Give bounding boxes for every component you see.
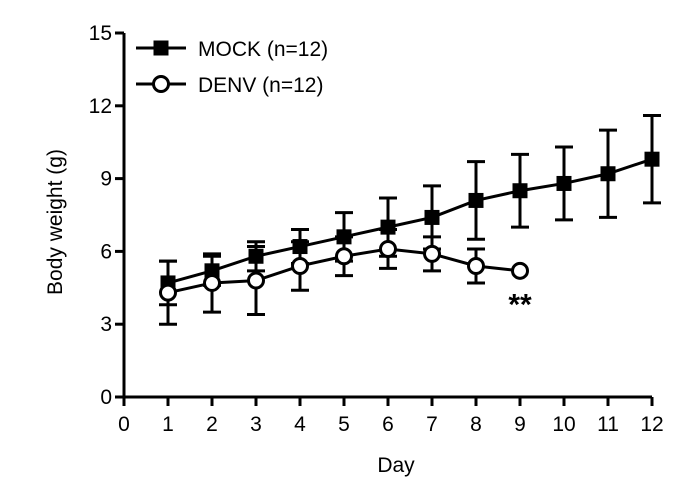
mock-data-point [512,183,528,199]
series-layer [159,114,661,326]
denv-data-point [203,273,221,292]
y-tick-label-6: 6 [100,240,112,263]
legend-marker-mock [153,40,169,56]
y-tick-label-9: 9 [100,168,112,191]
mock-data-point [424,209,440,225]
x-tick-label-4: 4 [294,413,306,436]
x-tick-label-7: 7 [426,413,438,436]
y-tick-label-15: 15 [89,22,112,45]
denv-data-point [159,283,177,302]
annotations-layer: ** [508,288,532,321]
x-tick-label-1: 1 [162,413,174,436]
denv-data-point [291,256,309,275]
x-tick-label-3: 3 [250,413,262,436]
legend-item-mock: MOCK (n=12) [136,38,328,61]
y-tick-label-0: 0 [100,386,112,409]
x-tick-label-12: 12 [640,413,663,436]
legend-label-denv: DENV (n=12) [198,74,323,97]
legend-item-denv: DENV (n=12) [136,74,323,97]
x-tick-label-11: 11 [597,413,619,436]
denv-data-point [335,247,353,266]
denv-data-point [423,244,441,263]
mock-data-point [644,151,660,167]
significance-annotation: ** [508,288,532,321]
legend-marker-denv [152,75,170,93]
denv-data-point [511,261,529,280]
x-tick-label-5: 5 [338,413,350,436]
x-tick-label-6: 6 [382,413,394,436]
legend-label-mock: MOCK (n=12) [198,38,328,61]
tick-marks [115,31,654,406]
x-axis-title: Day [377,454,415,477]
mock-series-line [167,157,653,285]
x-tick-label-0: 0 [118,413,130,436]
denv-data-point [467,256,485,275]
y-tick-label-3: 3 [100,313,112,336]
x-tick-label-2: 2 [206,413,218,436]
x-tick-label-8: 8 [470,413,482,436]
x-tick-label-10: 10 [552,413,575,436]
mock-data-point [468,192,484,208]
y-axis-title: Body weight (g) [44,149,67,295]
denv-data-point [247,271,265,290]
legend: MOCK (n=12) DENV (n=12) [136,38,328,97]
mock-data-point [600,166,616,182]
y-tick-label-12: 12 [89,95,112,118]
mock-data-point [556,175,572,191]
x-tick-label-9: 9 [514,413,526,436]
denv-data-point [379,239,397,258]
series-denv [159,228,529,326]
series-mock [159,114,661,307]
